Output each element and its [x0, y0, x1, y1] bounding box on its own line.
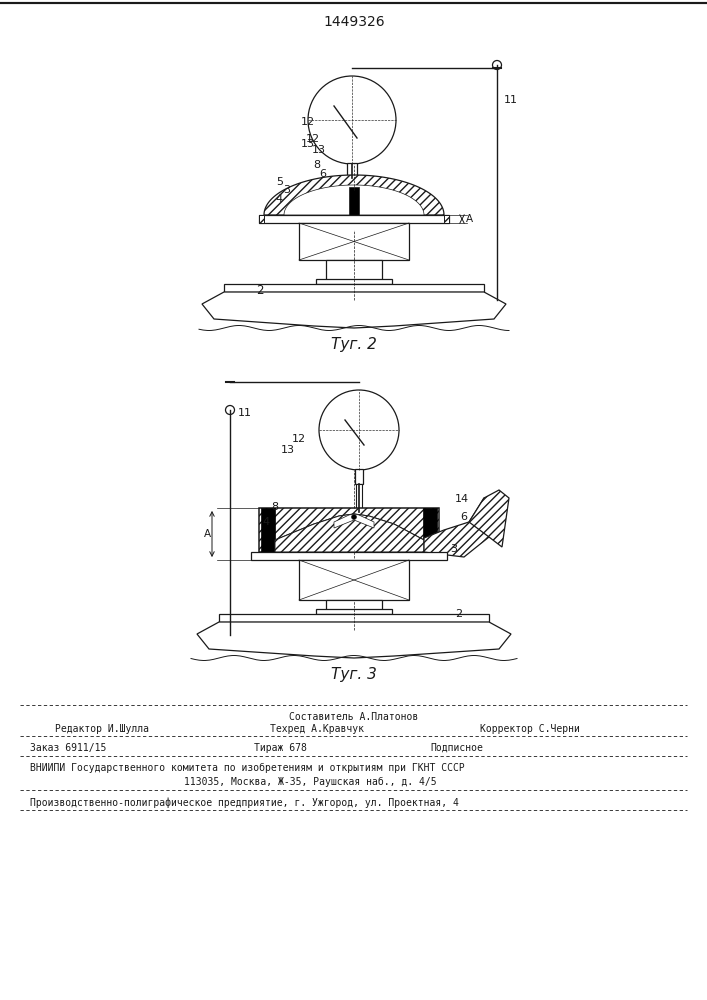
Text: 12: 12	[292, 434, 306, 444]
Text: 8: 8	[271, 502, 278, 512]
Text: Заказ 6911/15: Заказ 6911/15	[30, 743, 106, 753]
Circle shape	[351, 514, 356, 520]
Ellipse shape	[339, 188, 369, 198]
Polygon shape	[197, 622, 511, 658]
Text: 14: 14	[455, 494, 469, 504]
Polygon shape	[284, 185, 424, 215]
Text: Редактор И.Шулла: Редактор И.Шулла	[55, 724, 149, 734]
Text: 3: 3	[284, 185, 291, 195]
Polygon shape	[469, 490, 509, 547]
Bar	[261, 508, 275, 552]
Polygon shape	[259, 215, 264, 223]
Polygon shape	[202, 292, 506, 328]
Bar	[423, 508, 437, 552]
Text: Производственно-полиграфическое предприятие, г. Ужгород, ул. Проектная, 4: Производственно-полиграфическое предприя…	[30, 797, 459, 808]
Bar	[326, 600, 382, 610]
Text: 4: 4	[276, 194, 283, 204]
Text: Подписное: Подписное	[430, 743, 483, 753]
Text: 3: 3	[450, 544, 457, 554]
Text: 2: 2	[256, 284, 264, 297]
Text: 8: 8	[313, 160, 320, 170]
Polygon shape	[275, 514, 424, 552]
Polygon shape	[444, 215, 449, 223]
Bar	[347, 163, 357, 178]
Ellipse shape	[343, 190, 365, 196]
Bar	[259, 215, 449, 223]
Text: 13: 13	[281, 445, 295, 455]
Text: 11: 11	[504, 95, 518, 105]
Text: A: A	[466, 214, 473, 224]
Text: 11: 11	[238, 408, 252, 418]
Text: 13: 13	[301, 139, 315, 149]
Bar	[299, 560, 409, 600]
Bar	[349, 178, 355, 190]
Bar	[224, 284, 484, 292]
Text: 1449326: 1449326	[323, 15, 385, 29]
Text: 13: 13	[312, 145, 326, 155]
Text: Τуг. 3: Τуг. 3	[331, 668, 377, 682]
Text: A: A	[204, 529, 211, 539]
Text: 6: 6	[320, 169, 327, 179]
Circle shape	[308, 76, 396, 164]
Bar	[219, 614, 489, 622]
Text: ВНИИПИ Государственного комитета по изобретениям и открытиям при ГКНТ СССР: ВНИИПИ Государственного комитета по изоб…	[30, 763, 464, 773]
Polygon shape	[264, 175, 444, 215]
Polygon shape	[334, 514, 374, 528]
Bar	[316, 279, 392, 284]
Text: 12: 12	[306, 134, 320, 144]
Text: Тираж 678: Тираж 678	[254, 743, 307, 753]
Bar	[349, 187, 359, 217]
Text: 113035, Москва, Ж-35, Раушская наб., д. 4/5: 113035, Москва, Ж-35, Раушская наб., д. …	[184, 777, 437, 787]
Text: 2: 2	[455, 609, 462, 619]
Polygon shape	[424, 498, 494, 557]
Text: 4: 4	[263, 517, 270, 527]
Polygon shape	[259, 508, 439, 552]
Bar	[251, 552, 447, 560]
Circle shape	[226, 406, 235, 414]
Bar	[355, 469, 363, 484]
Bar	[299, 223, 409, 260]
Bar	[326, 260, 382, 280]
Text: Τуг. 2: Τуг. 2	[331, 338, 377, 353]
Polygon shape	[275, 514, 424, 552]
Bar	[316, 609, 392, 614]
Text: Техред А.Кравчук: Техред А.Кравчук	[270, 724, 364, 734]
Text: Корректор С.Черни: Корректор С.Черни	[480, 724, 580, 734]
Text: 6: 6	[460, 512, 467, 522]
Bar	[356, 484, 362, 512]
Circle shape	[493, 60, 501, 70]
Text: Составитель А.Платонов: Составитель А.Платонов	[289, 712, 419, 722]
Text: 5: 5	[276, 177, 284, 187]
Circle shape	[319, 390, 399, 470]
Text: 12: 12	[301, 117, 315, 127]
